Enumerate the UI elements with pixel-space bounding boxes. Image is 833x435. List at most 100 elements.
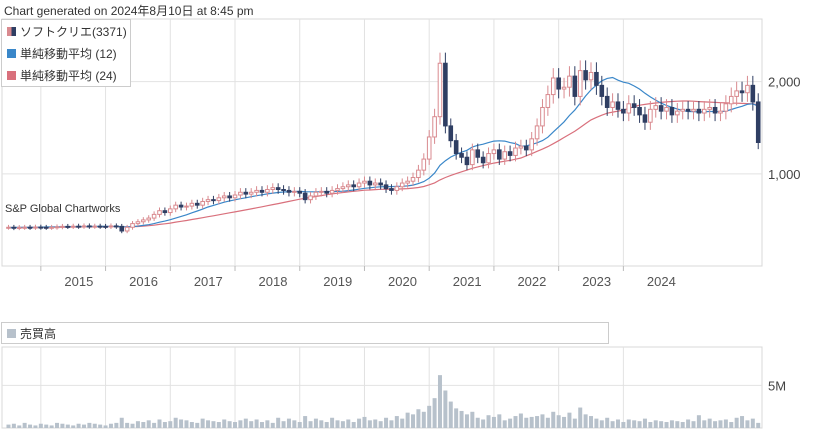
candle-body — [723, 103, 729, 112]
candle-body — [556, 77, 561, 90]
candle-body — [502, 151, 508, 160]
candle-body — [81, 225, 87, 228]
candle-body — [470, 149, 475, 166]
candle-body — [124, 226, 130, 232]
candle-body — [313, 191, 319, 197]
candle-body — [621, 108, 626, 114]
volume-bar — [464, 414, 469, 428]
candle-body — [745, 84, 750, 94]
volume-bar — [702, 420, 707, 428]
candle-body — [146, 217, 152, 221]
ma24-legend-icon — [7, 70, 16, 80]
volume-bar — [286, 418, 291, 428]
volume-bar — [696, 415, 701, 428]
candle-body — [653, 105, 659, 110]
volume-bar — [55, 422, 60, 428]
candle-body — [372, 182, 378, 186]
x-tick-label: 2017 — [194, 274, 223, 289]
candle-body — [561, 86, 567, 90]
volume-bar — [17, 425, 22, 428]
volume-bar — [130, 423, 135, 428]
legend-item-ma24[interactable]: 単純移動平均 (24) — [2, 64, 130, 86]
candle-body — [248, 191, 254, 195]
volume-bar — [642, 418, 647, 428]
volume-bar — [351, 422, 356, 428]
candle-body — [162, 210, 168, 214]
volume-bar — [81, 424, 86, 428]
volume-legend[interactable]: 売買高 — [1, 322, 609, 344]
candle-body — [583, 70, 588, 81]
volume-bar — [664, 422, 669, 428]
candle-body — [232, 194, 238, 199]
volume-bar — [437, 375, 442, 428]
candle-body — [572, 75, 578, 97]
candle-body — [205, 199, 211, 202]
candle-body — [453, 140, 459, 155]
candle-body — [367, 180, 373, 186]
candle-body — [189, 202, 195, 207]
volume-bar — [572, 418, 577, 428]
candle-body — [534, 125, 540, 140]
legend-label-ma12: 単純移動平均 (12) — [20, 46, 117, 61]
x-tick-label: 2022 — [517, 274, 546, 289]
volume-bar — [378, 421, 383, 428]
candle-body — [443, 62, 448, 127]
candle-body — [448, 125, 454, 142]
candle-body — [194, 202, 200, 206]
volume-bar — [76, 423, 81, 428]
candle-body — [680, 108, 686, 112]
volume-bar — [605, 417, 610, 428]
candle-body — [464, 156, 470, 166]
volume-bar — [179, 419, 184, 428]
volume-bar — [691, 421, 696, 428]
volume-bar — [648, 422, 653, 428]
volume-bar — [319, 420, 324, 428]
candle-legend-icon — [7, 26, 16, 36]
candle-body — [108, 225, 114, 228]
volume-bar — [421, 411, 426, 428]
volume-bar — [152, 422, 157, 428]
candle-body — [151, 213, 157, 219]
volume-bar — [680, 422, 685, 428]
volume-bar — [324, 422, 329, 428]
candle-body — [114, 225, 119, 228]
legend-item-price[interactable]: ソフトクリエ(3371) — [2, 20, 130, 42]
volume-bar — [745, 420, 750, 428]
volume-bar — [411, 414, 416, 428]
volume-bar — [65, 424, 70, 428]
legend-item-ma12[interactable]: 単純移動平均 (12) — [2, 42, 130, 64]
candle-body — [141, 219, 146, 223]
volume-bar — [610, 421, 615, 428]
volume-bar — [330, 417, 335, 428]
volume-bar — [22, 422, 27, 428]
candle-body — [421, 158, 427, 171]
volume-bar — [556, 415, 561, 428]
candle-body — [54, 226, 60, 229]
candle-body — [11, 226, 17, 229]
candle-body — [70, 225, 76, 228]
volume-bar — [497, 414, 502, 428]
volume-bar — [432, 398, 437, 428]
volume-bar — [459, 410, 464, 428]
candle-body — [43, 226, 49, 229]
x-tick-label: 2023 — [582, 274, 611, 289]
candle-body — [486, 153, 491, 164]
x-tick-label: 2024 — [647, 274, 676, 289]
candle-body — [281, 189, 286, 192]
volume-bar — [470, 411, 475, 428]
candle-body — [480, 156, 486, 164]
volume-bar — [750, 418, 755, 428]
candle-body — [739, 90, 745, 94]
y-tick-label: 2,000 — [768, 75, 801, 90]
candle-body — [718, 110, 723, 114]
volume-bar — [49, 425, 54, 428]
volume-bar — [599, 420, 604, 428]
candle-body — [216, 197, 222, 202]
volume-bar — [583, 414, 588, 428]
candle-body — [696, 108, 702, 114]
volume-bar — [508, 418, 513, 428]
candle-body — [383, 184, 389, 190]
volume-bar — [513, 416, 518, 428]
volume-bar — [313, 418, 318, 428]
candle-body — [507, 151, 513, 156]
